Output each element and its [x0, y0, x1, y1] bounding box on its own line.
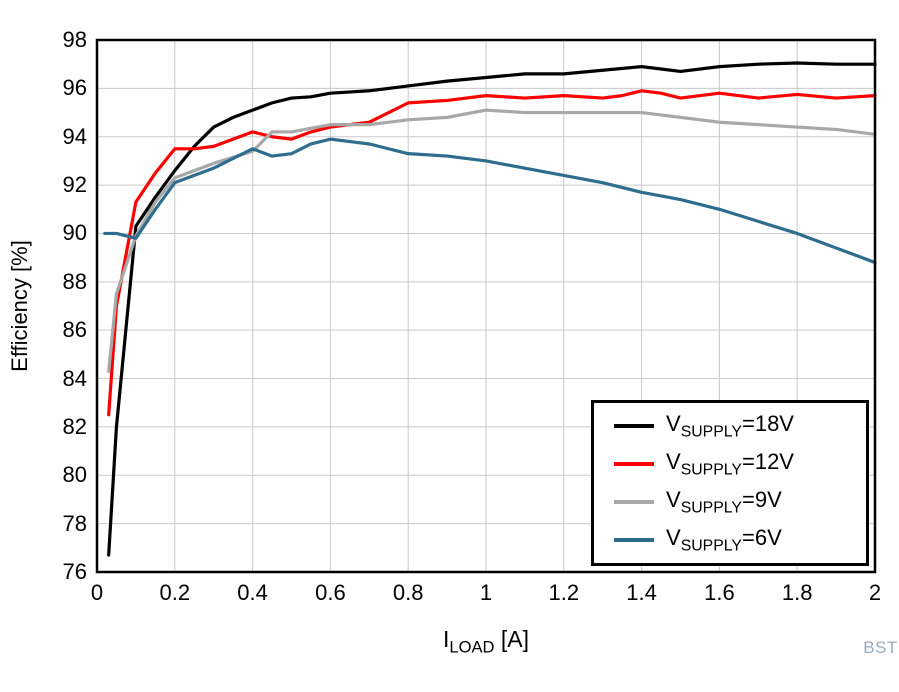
legend-label: VSUPPLY=18V: [666, 410, 794, 441]
x-tick-label: 1.4: [626, 580, 657, 605]
x-tick-label: 0.2: [159, 580, 191, 605]
figure-code: BSTI: [863, 638, 899, 657]
y-tick-label: 76: [62, 559, 87, 584]
x-tick-label: 0: [90, 580, 104, 605]
x-tick-label: 1: [479, 580, 493, 605]
x-tick-label: 1.6: [704, 580, 735, 605]
legend: VSUPPLY=18V VSUPPLY=12V VSUPPLY=9V VSUPPLY=…: [591, 400, 869, 566]
x-tick-label: 0.8: [392, 580, 424, 605]
x-axis-label-sub: LOAD: [449, 637, 495, 657]
x-tick-label: 0.6: [315, 580, 346, 605]
x-tick-label: 0.4: [237, 580, 268, 605]
legend-label: VSUPPLY=12V: [666, 448, 794, 479]
y-tick-label: 78: [62, 510, 87, 536]
x-tick-label: 1.2: [548, 580, 580, 605]
legend-entry: VSUPPLY=18V: [614, 411, 866, 441]
legend-line-swatch: [614, 538, 654, 543]
legend-line-swatch: [614, 423, 654, 428]
y-tick-label: 92: [62, 172, 87, 198]
y-tick-label: 82: [62, 413, 87, 439]
legend-entry: VSUPPLY=6V: [614, 525, 866, 555]
y-tick-label: 96: [62, 75, 87, 101]
x-tick-label: 2: [868, 580, 882, 605]
legend-line-swatch: [614, 461, 654, 466]
y-tick-label: 80: [62, 462, 87, 488]
series-line: [107, 108, 877, 373]
legend-label: VSUPPLY=9V: [666, 486, 782, 517]
y-tick-label: 84: [62, 365, 87, 391]
legend-label: VSUPPLY=6V: [666, 524, 782, 555]
legend-entry: VSUPPLY=9V: [614, 487, 866, 517]
legend-entry: VSUPPLY=12V: [614, 449, 866, 479]
series-line: [107, 89, 877, 417]
y-axis-label: Efficiency [%]: [7, 240, 32, 372]
y-tick-label: 98: [62, 27, 87, 52]
y-tick-label: 90: [62, 220, 87, 246]
y-tick-label: 88: [62, 268, 87, 294]
series-line: [103, 137, 877, 265]
x-axis-label: ILOAD [A]: [443, 626, 529, 658]
series-line: [107, 61, 877, 557]
x-axis-label-unit: [A]: [494, 626, 529, 652]
y-tick-label: 86: [62, 317, 87, 343]
legend-line-swatch: [614, 500, 654, 505]
y-tick-label: 94: [62, 123, 87, 149]
x-tick-label: 1.8: [781, 580, 813, 605]
x-axis-label-main: I: [443, 626, 450, 652]
